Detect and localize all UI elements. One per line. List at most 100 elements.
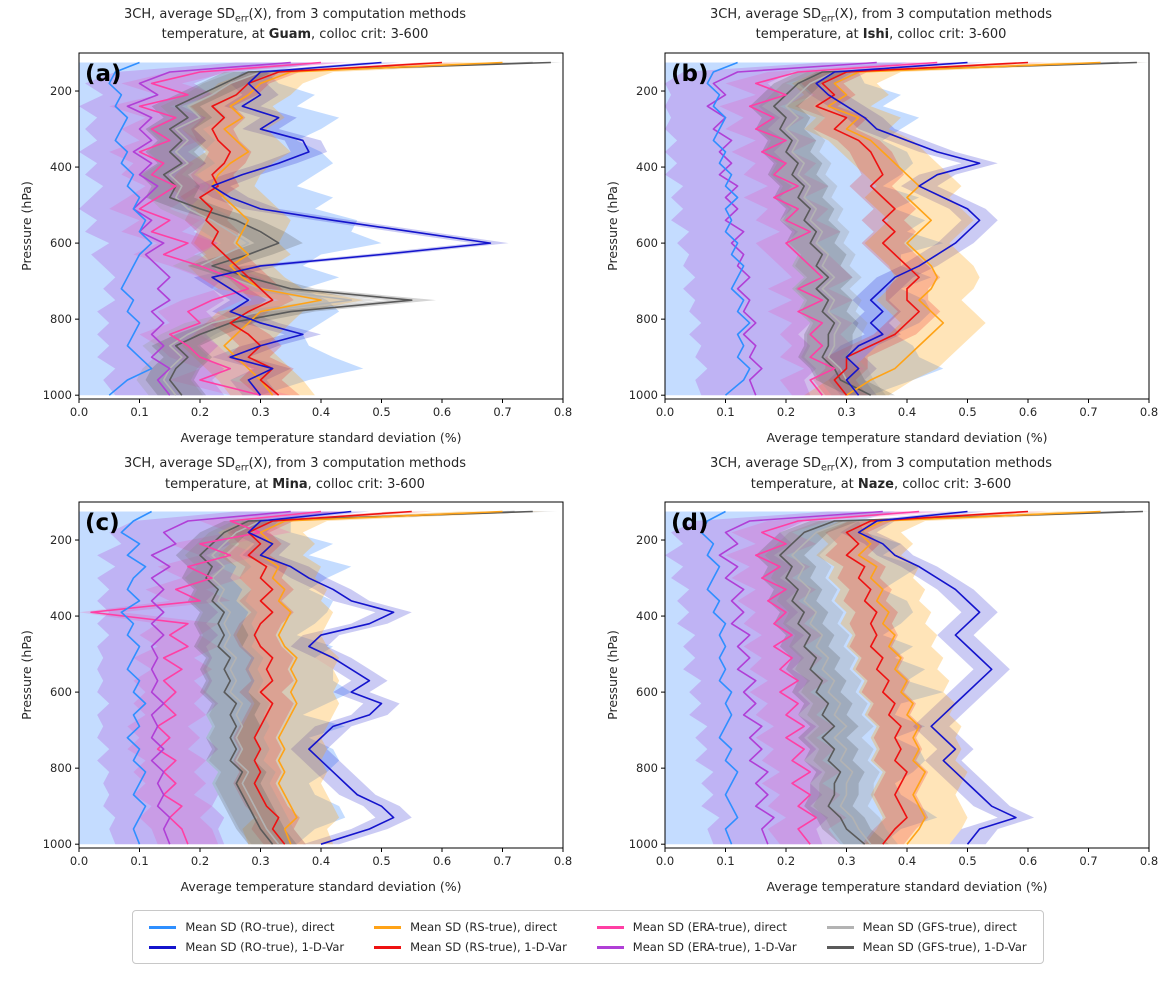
legend-entry-era-direct: Mean SD (ERA-true), direct (596, 920, 797, 934)
y-tick-label: 600 (636, 236, 658, 250)
plot-title-a: 3CH, average SDerr(X), from 3 computatio… (124, 6, 466, 45)
legend-label: Mean SD (RS-true), 1-D-Var (410, 940, 567, 955)
line-gfs_1dvar (773, 61, 1137, 397)
chart-panel-b: 0.0 0.1 0.2 0.3 0.4 0.5 0.6 0.7 0.8 200 400 600 800 1… (605, 52, 1158, 445)
x-tick-label: 0.8 (1140, 405, 1158, 419)
legend-entry-era-1dvar: Mean SD (ERA-true), 1-D-Var (596, 940, 797, 954)
y-axis-label: Pressure (hPa) (19, 181, 34, 271)
x-tick-label: 0.2 (191, 405, 209, 419)
x-tick-label: 0.2 (777, 854, 795, 868)
x-tick-label: 0.6 (433, 854, 451, 868)
title-subscript: err (235, 13, 249, 25)
line-rs_direct (211, 61, 503, 396)
y-tick-label: 600 (50, 686, 72, 700)
title-suffix: (X), from 3 computation methods (834, 7, 1052, 22)
chart-panel-a: 0.0 0.1 0.2 0.3 0.4 0.5 0.6 0.7 0.8 200 400 600 800 1… (19, 52, 572, 445)
band-ro_direct (79, 511, 352, 845)
band-gfs_direct (136, 62, 560, 396)
legend-label: Mean SD (GFS-true), 1-D-Var (862, 940, 1027, 955)
plot-title-line2: temperature, at Mina, colloc crit: 3-600 (124, 476, 466, 495)
line-gfs_direct (162, 61, 533, 396)
band-ro_1dvar (230, 511, 412, 845)
x-tick-label: 0.7 (1079, 405, 1097, 419)
x-tick-label: 0.1 (130, 405, 148, 419)
y-tick-label: 400 (636, 160, 658, 174)
band-ro_1dvar (798, 62, 998, 396)
legend-entry-ro-1dvar: Mean SD (RO-true), 1-D-Var (149, 940, 344, 954)
line-gfs_direct (785, 61, 1119, 396)
line-era_direct (138, 61, 322, 397)
x-tick-label: 0.0 (70, 854, 88, 868)
legend-label: Mean SD (RS-true), direct (410, 920, 558, 935)
band-era_1dvar (665, 511, 938, 845)
y-tick-label: 800 (636, 762, 658, 776)
panel-b: 3CH, average SDerr(X), from 3 computatio… (590, 2, 1172, 449)
x-tick-label: 0.2 (777, 405, 795, 419)
subtitle-suffix: , colloc crit: 3-600 (311, 27, 429, 43)
band-gfs_direct (758, 62, 1146, 396)
band-gfs_1dvar (175, 511, 557, 845)
line-rs_direct (857, 511, 1101, 846)
x-tick-label: 0.5 (958, 854, 976, 868)
y-tick-label: 1000 (629, 388, 658, 402)
x-tick-label: 0.8 (554, 405, 572, 419)
panel-c: 3CH, average SDerr(X), from 3 computatio… (4, 451, 586, 898)
x-tick-label: 0.7 (493, 405, 511, 419)
subtitle-prefix: temperature, at (755, 27, 863, 43)
station-name: Mina (272, 476, 308, 492)
x-tick-label: 0.3 (837, 405, 855, 419)
line-era_1dvar (718, 511, 883, 845)
line-gfs_1dvar (779, 511, 1143, 846)
x-tick-label: 0.3 (251, 405, 269, 419)
title-prefix: 3CH, average SD (710, 456, 822, 472)
title-prefix: 3CH, average SD (124, 7, 236, 22)
x-tick-label: 0.4 (898, 405, 916, 419)
y-tick-label: 200 (636, 533, 658, 547)
line-ro_1dvar (815, 61, 981, 396)
legend-line-swatch-rs-1dvar (374, 946, 402, 949)
subtitle-suffix: , colloc crit: 3-600 (893, 476, 1012, 492)
line-gfs_1dvar (162, 61, 551, 396)
line-gfs_direct (791, 511, 1125, 846)
line-era_1dvar (126, 61, 291, 396)
band-era_direct (79, 511, 352, 845)
line-ro_1dvar (211, 61, 492, 396)
panel-a: 3CH, average SDerr(X), from 3 computatio… (4, 2, 586, 449)
x-tick-label: 0.7 (1079, 854, 1097, 868)
x-axis-label: Average temperature standard deviation (… (181, 879, 462, 894)
legend-entry-gfs-1dvar: Mean SD (GFS-true), 1-D-Var (826, 940, 1027, 955)
y-tick-label: 800 (50, 312, 72, 326)
x-tick-label: 0.4 (312, 854, 330, 868)
legend-entry-ro-direct: Mean SD (RO-true), direct (149, 920, 344, 934)
x-tick-label: 0.6 (1019, 405, 1037, 419)
band-gfs_direct (184, 511, 542, 845)
panel-d: 3CH, average SDerr(X), from 3 computatio… (590, 451, 1172, 898)
figure-grid: 3CH, average SDerr(X), from 3 computatio… (4, 2, 1172, 898)
legend-entry-rs-1dvar: Mean SD (RS-true), 1-D-Var (374, 940, 567, 954)
y-tick-label: 600 (636, 686, 658, 700)
title-subscript: err (821, 462, 835, 474)
title-subscript: err (235, 462, 249, 474)
line-ro_direct (700, 511, 739, 845)
line-rs_1dvar (247, 511, 412, 846)
line-ro_1dvar (247, 511, 395, 846)
band-rs_direct (218, 511, 545, 845)
band-era_direct (725, 511, 950, 845)
y-tick-label: 1000 (43, 388, 72, 402)
band-rs_1dvar (795, 62, 1050, 396)
title-prefix: 3CH, average SD (124, 456, 236, 472)
plot-title-line2: temperature, at Naze, colloc crit: 3-600 (710, 476, 1052, 495)
band-era_direct (109, 62, 352, 396)
x-tick-label: 0.8 (554, 854, 572, 868)
y-axis-label: Pressure (hPa) (19, 631, 34, 721)
subtitle-prefix: temperature, at (750, 476, 858, 492)
y-tick-label: 800 (50, 762, 72, 776)
title-suffix: (X), from 3 computation methods (248, 7, 466, 22)
chart-panel-c: 0.0 0.1 0.2 0.3 0.4 0.5 0.6 0.7 0.8 200 400 600 800 1… (19, 501, 572, 894)
line-rs_direct (827, 61, 1101, 397)
line-era_direct (748, 61, 938, 396)
station-name: Guam (268, 27, 312, 43)
y-tick-label: 1000 (629, 838, 658, 852)
y-tick-label: 400 (50, 160, 72, 174)
panel-letter: (c) (85, 510, 120, 536)
